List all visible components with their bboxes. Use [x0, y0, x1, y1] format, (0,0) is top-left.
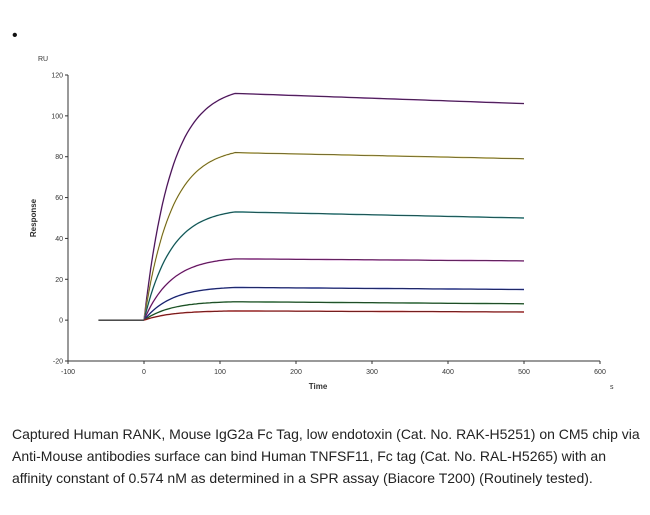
x-tick-label: 500	[518, 369, 530, 376]
fit-line-6	[143, 301, 525, 321]
x-tick-label: 300	[366, 369, 378, 376]
x-tick-label: 0	[142, 369, 146, 376]
x-tick-label: -100	[61, 369, 75, 376]
fit-line-1	[143, 93, 525, 321]
y-tick-label: 20	[55, 277, 63, 284]
x-tick-label: 600	[594, 369, 606, 376]
bullet-marker: •	[12, 27, 18, 44]
x-axis-unit: s	[610, 384, 614, 391]
fit-line-2	[143, 152, 525, 321]
y-tick-label: 100	[51, 113, 63, 120]
y-tick-label: 60	[55, 195, 63, 202]
x-axis-label: Time	[309, 382, 328, 391]
x-tick-label: 100	[214, 369, 226, 376]
y-axis-label: Response	[29, 198, 38, 237]
y-tick-label: 80	[55, 154, 63, 161]
fit-line-5	[143, 287, 525, 321]
chart-axes	[65, 74, 601, 364]
y-tick-label: -20	[53, 359, 63, 366]
series-line-2	[143, 151, 525, 321]
series-line-7	[143, 310, 525, 321]
y-tick-label: 40	[55, 236, 63, 243]
series-line-1	[143, 92, 525, 321]
y-tick-label: 120	[51, 73, 63, 80]
x-tick-label: 400	[442, 369, 454, 376]
y-tick-label: 0	[59, 318, 63, 325]
x-tick-label: 200	[290, 369, 302, 376]
chart-series	[98, 92, 525, 321]
spr-sensorgram-chart: -20 0 20 40 60 80 100 120 -100 0 100 200 300 400 500 60…	[29, 56, 614, 391]
figure-caption: Captured Human RANK, Mouse IgG2a Fc Tag,…	[12, 426, 640, 486]
fit-line-7	[143, 310, 525, 321]
chart-labels: -20 0 20 40 60 80 100 120 -100 0 100 200 300 400 500 60…	[29, 56, 614, 391]
fit-line-4	[143, 258, 525, 321]
fit-line-3	[143, 211, 525, 321]
y-axis-unit: RU	[38, 56, 48, 63]
